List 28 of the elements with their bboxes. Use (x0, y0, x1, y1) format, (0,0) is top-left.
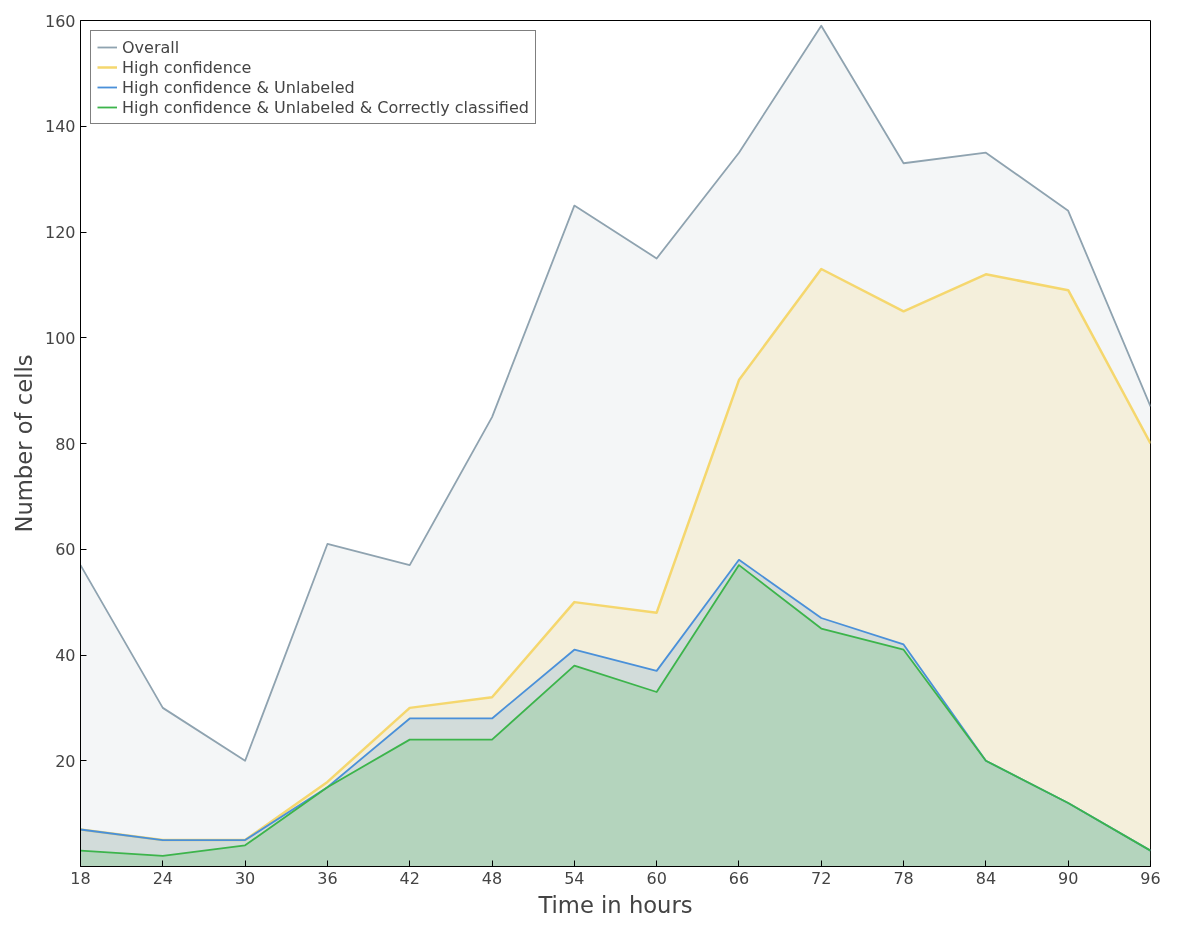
x-tick-label: 30 (234, 868, 256, 888)
x-tick-label: 84 (975, 868, 997, 888)
x-tick-label: 78 (893, 868, 914, 888)
y-tick-label: 20 (55, 751, 76, 771)
legend-label: High confidence & Unlabeled (122, 77, 355, 97)
x-tick-label: 72 (811, 868, 832, 888)
x-tick-label: 54 (564, 868, 585, 888)
x-tick-label: 18 (70, 868, 91, 888)
legend-label: High confidence & Unlabeled & Correctly classified (122, 97, 529, 117)
x-tick-label: 90 (1058, 868, 1079, 888)
x-tick-label: 66 (728, 868, 750, 888)
x-tick-label: 48 (481, 868, 503, 888)
x-tick-label: 42 (399, 868, 420, 888)
x-tick-label: 36 (317, 868, 338, 888)
y-tick-label: 140 (44, 117, 76, 137)
y-tick-label: 80 (55, 434, 76, 454)
y-tick-label: 100 (44, 328, 76, 348)
legend-label: Overall (122, 37, 180, 57)
x-tick-label: 60 (646, 868, 667, 888)
x-tick-label: 24 (152, 868, 173, 888)
legend-label: High confidence (122, 57, 252, 77)
y-tick-label: 120 (44, 223, 76, 242)
y-tick-label: 60 (55, 540, 76, 560)
y-axis-title: Number of cells (10, 354, 37, 533)
y-tick-label: 40 (55, 646, 76, 665)
x-axis-title: Time in hours (537, 891, 693, 918)
x-tick-label: 96 (1140, 868, 1161, 888)
y-tick-label: 160 (44, 11, 76, 31)
